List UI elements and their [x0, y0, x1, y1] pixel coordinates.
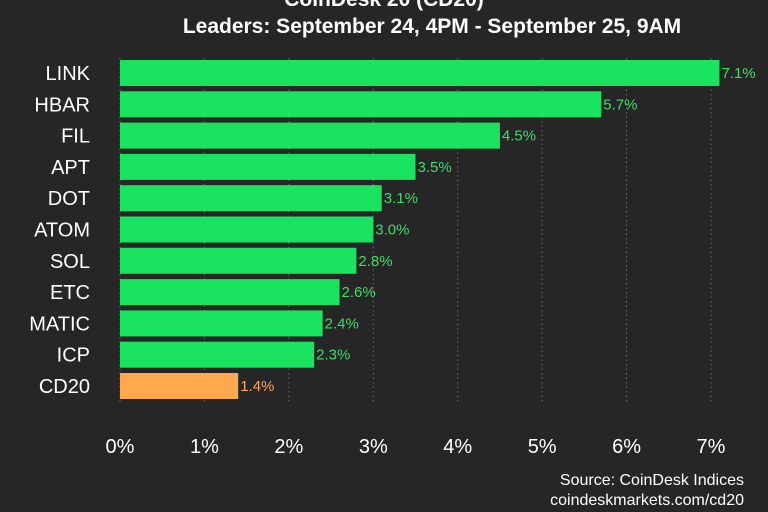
category-label: LINK [46, 63, 91, 85]
value-label: 3.1% [384, 190, 418, 207]
category-label: SOL [50, 251, 90, 273]
category-label: DOT [48, 188, 90, 210]
chart-title: CoinDesk 20 (CD20) [284, 0, 484, 11]
bar-apt [120, 153, 416, 180]
category-label: CD20 [39, 376, 90, 398]
x-tick-label: 3% [359, 436, 388, 458]
bar-dot [120, 185, 382, 212]
bar-atom [120, 216, 374, 243]
bar-icp [120, 341, 315, 368]
bar-fil [120, 122, 500, 149]
category-label: ATOM [34, 220, 90, 242]
value-label: 4.5% [502, 128, 536, 145]
bar-sol [120, 247, 357, 274]
value-label: 1.4% [240, 378, 274, 395]
category-label: ICP [57, 345, 90, 367]
bar-matic [120, 310, 323, 337]
x-tick-label: 4% [443, 436, 472, 458]
category-label: FIL [61, 126, 90, 148]
value-label: 3.5% [418, 159, 452, 176]
category-label: APT [51, 157, 90, 179]
source-line-2: coindeskmarkets.com/cd20 [550, 492, 744, 509]
value-labels: 7.1% 5.7% 4.5% 3.5%3.1% 3.0% 2.8% 2.6% 2.4% 2.3%… [240, 65, 755, 395]
x-tick-label: 1% [190, 436, 219, 458]
value-label: 7.1% [721, 65, 755, 82]
value-label: 2.4% [325, 315, 359, 332]
x-tick-label: 5% [528, 436, 557, 458]
bar-hbar [120, 91, 602, 118]
chart-subtitle: Leaders: September 24, 4PM - September 2… [183, 15, 681, 38]
x-tick-label: 7% [697, 436, 726, 458]
x-tick-label: 0% [106, 436, 135, 458]
source-line-1: Source: CoinDesk Indices [560, 472, 744, 489]
value-label: 2.3% [316, 347, 350, 364]
x-axis-ticks: 0% 1% 2% 3% 4% 5% 6% 7% [106, 436, 726, 458]
category-label: MATIC [29, 313, 90, 335]
x-tick-label: 6% [612, 436, 641, 458]
value-label: 5.7% [603, 96, 637, 113]
value-label: 2.6% [342, 284, 376, 301]
bar-cd20 [120, 373, 239, 399]
value-label: 3.0% [375, 222, 409, 239]
x-tick-label: 2% [274, 436, 303, 458]
bars [120, 60, 720, 399]
category-labels: LINK HBAR FIL APT DOT ATOM SOL ETC MATIC ICP CD20 [29, 63, 90, 398]
bar-etc [120, 279, 340, 306]
category-label: ETC [50, 282, 90, 304]
value-label: 2.8% [358, 253, 392, 270]
category-label: HBAR [34, 94, 90, 116]
bar-link [120, 60, 720, 86]
